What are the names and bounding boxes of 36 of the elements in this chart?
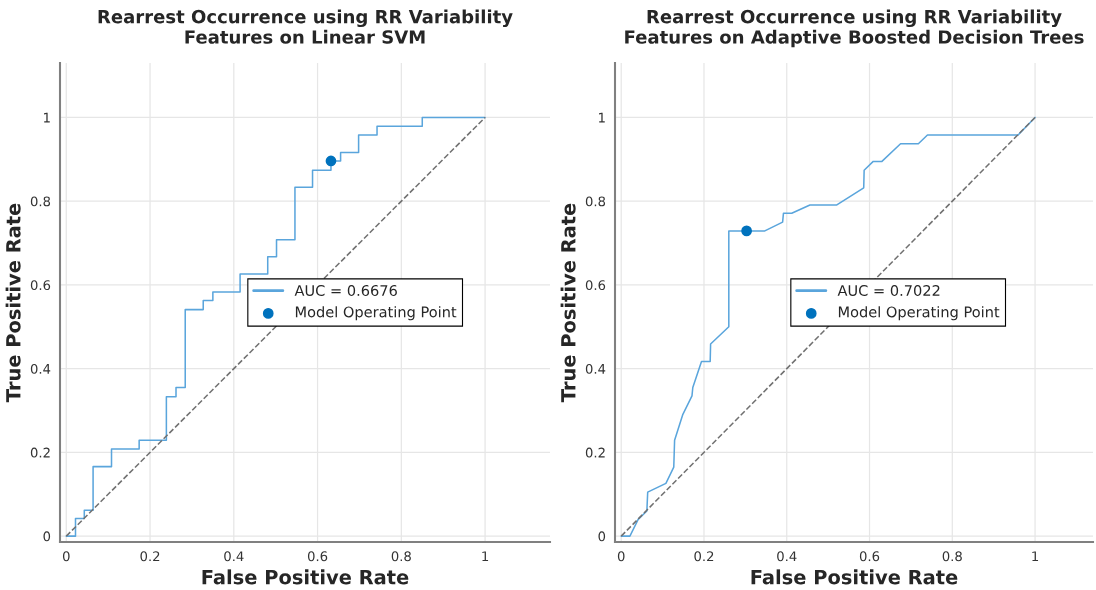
x-tick-label: 0.6 xyxy=(859,551,880,562)
x-axis-title: False Positive Rate xyxy=(202,569,409,585)
y-tick-label: 0.6 xyxy=(30,280,51,291)
x-tick-label: 0.4 xyxy=(224,551,244,562)
legend-label: AUC = 0.6676 xyxy=(294,285,397,297)
y-tick-label: 0.2 xyxy=(30,447,50,458)
y-axis-title: True Positive Rate xyxy=(5,203,21,403)
y-tick-label: 1 xyxy=(599,112,605,123)
y-tick-label: 0.8 xyxy=(30,196,51,207)
chart-title: Rearrest Occurrence using RR Variability Features on Adaptive Boosted Decision Trees xyxy=(625,9,1084,48)
x-tick-label: 0.2 xyxy=(140,551,160,562)
y-axis-title: True Positive Rate xyxy=(560,203,576,403)
y-tick-label: 0 xyxy=(598,531,606,542)
y-tick-label: 0.4 xyxy=(585,363,606,374)
y-tick-label: 0 xyxy=(43,531,51,542)
legend-label: AUC = 0.7022 xyxy=(837,285,940,297)
y-tick-label: 0.2 xyxy=(585,447,605,458)
legend-label: Model Operating Point xyxy=(295,306,457,321)
x-tick-label: 1 xyxy=(482,551,489,562)
y-tick-label: 1 xyxy=(44,112,50,123)
chart-title: Rearrest Occurrence using RR Variability Features on Linear SVM xyxy=(98,9,513,44)
x-tick-label: 0 xyxy=(62,551,70,562)
line-series xyxy=(620,116,1036,537)
y-tick-label: 0.8 xyxy=(585,196,606,207)
x-tick-label: 0.4 xyxy=(777,551,797,562)
x-tick-label: 0.6 xyxy=(307,551,328,562)
x-tick-label: 0.8 xyxy=(391,551,411,562)
x-tick-label: 0 xyxy=(617,551,625,562)
line-series xyxy=(65,116,486,537)
x-tick-label: 1 xyxy=(1032,551,1039,562)
y-tick-label: 0.6 xyxy=(585,280,606,291)
x-axis-title: False Positive Rate xyxy=(751,569,958,585)
x-tick-label: 0.2 xyxy=(694,551,714,562)
y-tick-label: 0.4 xyxy=(30,363,51,374)
legend-label: Model Operating Point xyxy=(838,306,1000,321)
x-tick-label: 0.8 xyxy=(942,551,962,562)
